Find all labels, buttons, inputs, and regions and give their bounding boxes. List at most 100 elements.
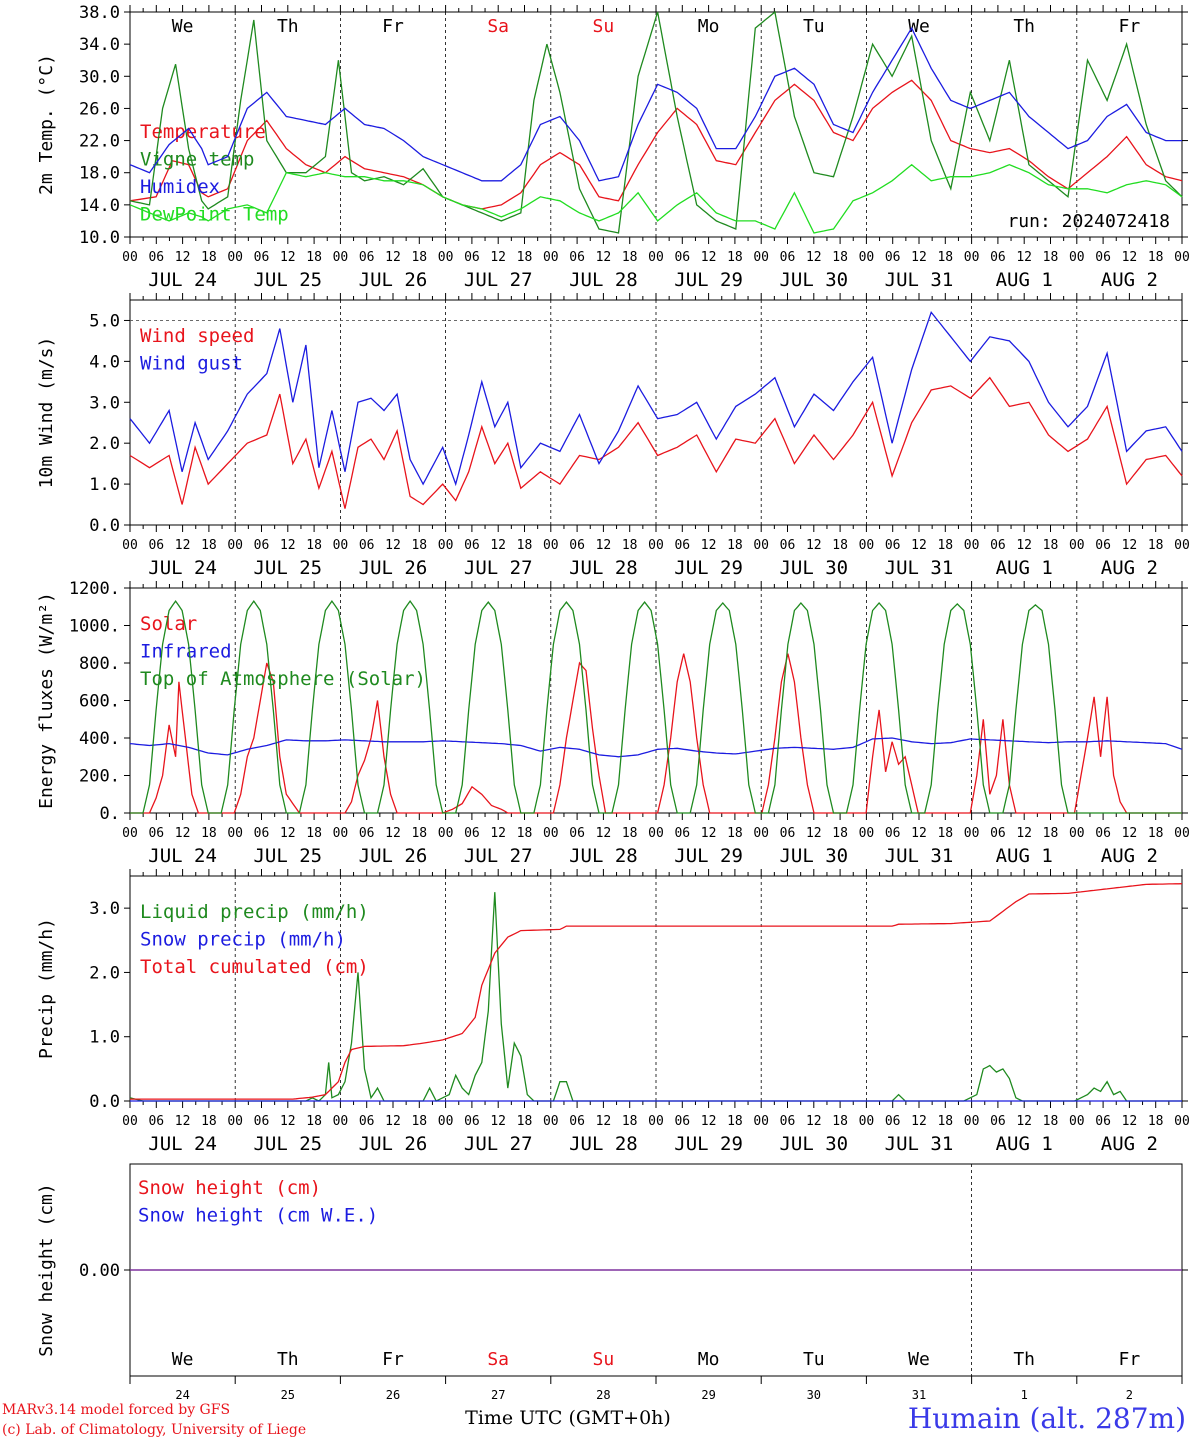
series-line-wind-gust [129, 310, 1183, 487]
hour-label: 06 [990, 1114, 1006, 1129]
hour-label: 06 [674, 826, 690, 841]
y-tick-label: 22.0 [79, 132, 120, 152]
hour-label: 18 [622, 1114, 638, 1129]
hour-label: 12 [911, 826, 927, 841]
weekday-label: Fr [1119, 1349, 1141, 1370]
hour-label: 06 [885, 250, 901, 265]
date-label: JUL 31 [885, 269, 954, 291]
hour-label: 12 [280, 538, 296, 553]
series-line-temperature [129, 79, 1183, 210]
y-tick-label: 0.0 [89, 1092, 120, 1112]
hour-label: 12 [596, 826, 612, 841]
hour-label: 18 [832, 250, 848, 265]
y-tick-label: 600. [79, 692, 120, 712]
hour-label: 06 [990, 538, 1006, 553]
hour-label: 06 [464, 1114, 480, 1129]
hour-label: 06 [1095, 538, 1111, 553]
hour-label: 00 [227, 826, 243, 841]
hour-label: 18 [727, 538, 743, 553]
hour-label: 18 [1148, 538, 1164, 553]
hour-label: 00 [964, 826, 980, 841]
date-label: JUL 31 [885, 1133, 954, 1155]
hour-label: 12 [175, 538, 191, 553]
hour-label: 12 [175, 1114, 191, 1129]
y-tick-label: 18.0 [79, 164, 120, 184]
date-label: JUL 29 [674, 845, 743, 867]
hour-label: 12 [911, 250, 927, 265]
hour-label: 00 [1174, 538, 1190, 553]
hour-label: 12 [175, 826, 191, 841]
hour-label: 18 [517, 538, 533, 553]
y-tick-label: 800. [79, 654, 120, 674]
hour-label: 00 [859, 250, 875, 265]
hour-label: 18 [201, 538, 217, 553]
hour-label: 06 [885, 1114, 901, 1129]
hour-label: 00 [753, 826, 769, 841]
weekday-label: Th [277, 1349, 299, 1370]
y-tick-label: 34.0 [79, 35, 120, 55]
y-tick-label: 30.0 [79, 67, 120, 87]
legend-entry: Snow height (cm W.E.) [138, 1205, 378, 1227]
hour-label: 18 [1043, 250, 1059, 265]
date-label: JUL 27 [464, 557, 533, 579]
date-label: JUL 25 [253, 269, 322, 291]
hour-label: 00 [543, 826, 559, 841]
hour-label: 18 [622, 538, 638, 553]
y-axis-label: Precip (mm/h) [36, 918, 57, 1059]
hour-label: 06 [148, 1114, 164, 1129]
legend-entry: Wind gust [140, 353, 243, 375]
hour-label: 12 [596, 250, 612, 265]
hour-label: 18 [727, 826, 743, 841]
hour-label: 00 [438, 1114, 454, 1129]
weekday-label: Th [277, 16, 299, 37]
hour-label: 12 [911, 538, 927, 553]
date-label: AUG 2 [1101, 269, 1158, 291]
hour-label: 12 [1016, 538, 1032, 553]
hour-label: 12 [1122, 538, 1138, 553]
hour-label: 12 [701, 826, 717, 841]
day-number: 30 [807, 1388, 821, 1402]
hour-label: 00 [333, 1114, 349, 1129]
weekday-label: Tu [803, 1349, 825, 1370]
hour-label: 18 [727, 250, 743, 265]
hour-label: 00 [122, 250, 138, 265]
legend-entry: Temperature [140, 121, 266, 143]
hour-label: 00 [227, 538, 243, 553]
hour-label: 06 [254, 538, 270, 553]
hour-label: 00 [1069, 250, 1085, 265]
hour-label: 00 [543, 538, 559, 553]
hour-label: 06 [885, 826, 901, 841]
legend-entry: DewPoint Temp [140, 204, 289, 226]
hour-label: 18 [201, 826, 217, 841]
legend-entry: Vigne temp [140, 149, 254, 171]
date-label: JUL 26 [359, 557, 428, 579]
hour-label: 00 [859, 1114, 875, 1129]
hour-label: 18 [937, 250, 953, 265]
hour-label: 12 [280, 1114, 296, 1129]
series-line-dewpoint-temp [129, 163, 1183, 234]
hour-label: 06 [569, 1114, 585, 1129]
date-label: JUL 24 [148, 1133, 217, 1155]
weekday-label: Th [1013, 1349, 1035, 1370]
y-tick-label: 10.0 [79, 228, 120, 248]
hour-label: 18 [937, 538, 953, 553]
day-number: 28 [596, 1388, 610, 1402]
hour-label: 18 [937, 1114, 953, 1129]
hour-label: 12 [280, 250, 296, 265]
date-label: JUL 25 [253, 557, 322, 579]
hour-label: 06 [674, 250, 690, 265]
y-axis-label: 10m Wind (m/s) [36, 337, 57, 489]
time-axis-label: Time UTC (GMT+0h) [465, 1407, 671, 1429]
hour-label: 18 [622, 250, 638, 265]
y-axis-label: 2m Temp. (°C) [36, 54, 57, 195]
y-tick-label: 14.0 [79, 196, 120, 216]
hour-label: 06 [990, 250, 1006, 265]
legend-entry: Infrared [140, 641, 232, 663]
series-line-wind-speed [129, 376, 1183, 509]
hour-label: 12 [701, 538, 717, 553]
hour-label: 00 [859, 826, 875, 841]
hour-label: 00 [1174, 1114, 1190, 1129]
y-tick-label: 38.0 [79, 3, 120, 23]
date-label: JUL 30 [779, 845, 848, 867]
date-label: JUL 29 [674, 1133, 743, 1155]
